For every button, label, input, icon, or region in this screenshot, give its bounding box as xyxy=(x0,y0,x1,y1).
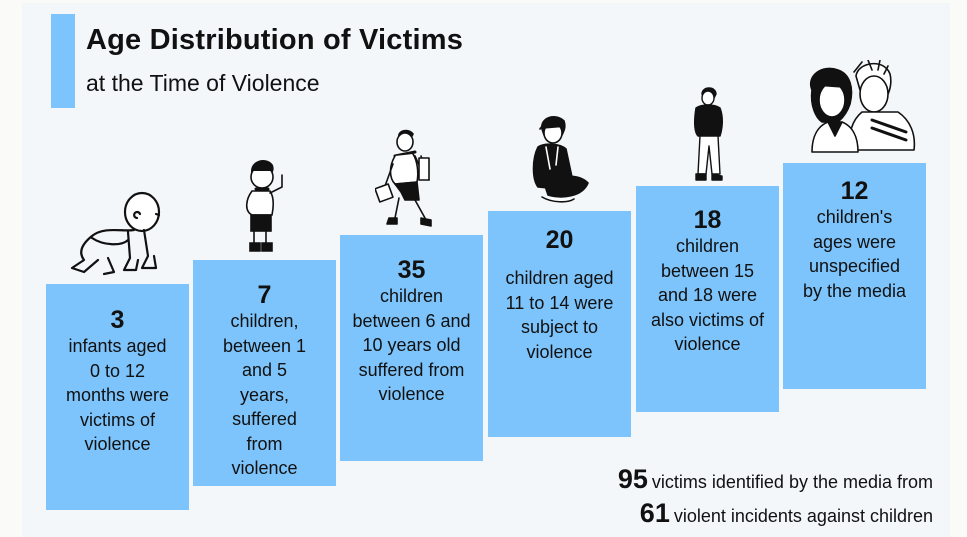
sitting-teen-icon xyxy=(532,116,589,203)
group-count: 35 xyxy=(397,256,426,284)
page-title: Age Distribution of Victims xyxy=(86,24,464,56)
schoolboy-icon xyxy=(375,129,432,227)
total-incidents-text: violent incidents against children xyxy=(673,506,933,526)
group-description: children between 15 and 18 were also vic… xyxy=(650,236,765,354)
age-group-card-unspecified: 12 children's ages were unspecified by t… xyxy=(783,163,926,389)
total-incidents-line: 61 violent incidents against children xyxy=(640,498,933,529)
group-count: 20 xyxy=(545,226,574,254)
age-group-card-1-5-years: 7 children, between 1 and 5 years, suffe… xyxy=(193,260,336,486)
title-accent-bar xyxy=(51,14,75,108)
group-description: children between 6 and 10 years old suff… xyxy=(352,286,471,404)
group-count: 3 xyxy=(110,306,125,334)
age-group-card-6-10-years: 35 children between 6 and 10 years old s… xyxy=(340,235,483,461)
group-count: 12 xyxy=(840,177,869,205)
group-description: children aged 11 to 14 were subject to v… xyxy=(505,268,614,362)
group-description: children, between 1 and 5 years, suffere… xyxy=(222,311,307,478)
group-description: children's ages were unspecified by the … xyxy=(802,207,907,301)
standing-teen-icon xyxy=(693,87,723,181)
age-group-card-15-18-years: 18 children between 15 and 18 were also … xyxy=(636,186,779,412)
age-group-card-11-14-years: 20 children aged 11 to 14 were subject t… xyxy=(488,211,631,437)
toddler-boy-icon xyxy=(245,160,283,252)
page-subtitle: at the Time of Violence xyxy=(86,70,320,96)
total-incidents-count: 61 xyxy=(639,498,670,528)
group-count: 7 xyxy=(257,281,272,309)
age-group-card-0-12-months: 3 infants aged 0 to 12 months were victi… xyxy=(46,284,189,510)
total-victims-line: 95 victims identified by the media from xyxy=(618,464,933,495)
group-description: infants aged 0 to 12 months were victims… xyxy=(65,336,170,454)
total-victims-text: victims identified by the media from xyxy=(651,472,933,492)
total-victims-count: 95 xyxy=(617,464,648,494)
teen-couple-icon xyxy=(809,60,916,153)
group-count: 18 xyxy=(693,206,722,234)
crawling-baby-icon xyxy=(70,191,161,276)
